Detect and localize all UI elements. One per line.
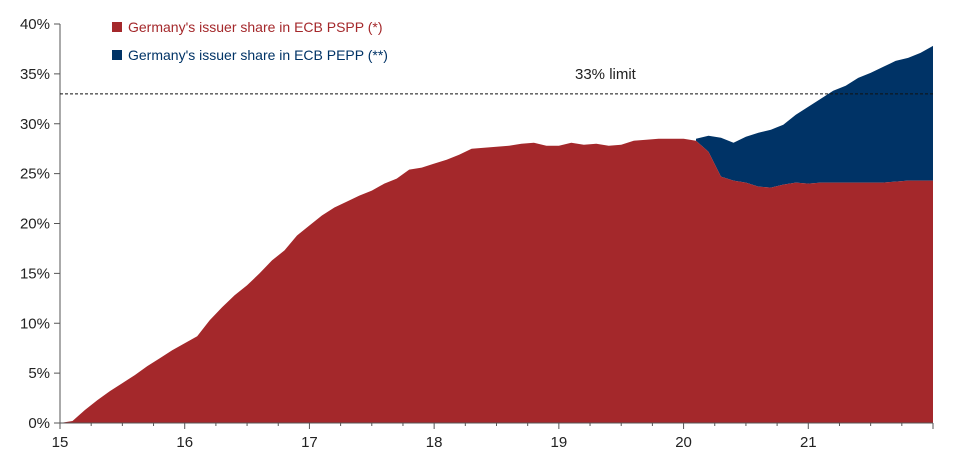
x-tick-label: 18 bbox=[426, 434, 443, 451]
y-tick-label: 25% bbox=[20, 166, 50, 183]
y-tick-label: 40% bbox=[20, 16, 50, 33]
y-tick-label: 20% bbox=[20, 216, 50, 233]
legend-label: Germany's issuer share in ECB PSPP (*) bbox=[128, 19, 383, 35]
series-pspp-area bbox=[60, 138, 933, 423]
x-tick-label: 17 bbox=[301, 434, 318, 451]
series-pepp-area bbox=[696, 45, 933, 188]
y-tick-label: 35% bbox=[20, 66, 50, 83]
legend-item-pspp: Germany's issuer share in ECB PSPP (*) bbox=[112, 19, 383, 35]
legend-label: Germany's issuer share in ECB PEPP (**) bbox=[128, 47, 388, 63]
area-layer bbox=[60, 45, 933, 423]
axes-layer: 0% 5% 10% 15% 20% 25% 30% 35% 40% 15 16 17 18 19 20 21 bbox=[20, 16, 934, 451]
x-tick-label: 16 bbox=[176, 434, 193, 451]
legend-swatch bbox=[112, 22, 122, 32]
x-tick-label: 20 bbox=[675, 434, 692, 451]
legend-swatch bbox=[112, 50, 122, 60]
y-tick-label: 5% bbox=[28, 365, 50, 382]
x-tick-label: 15 bbox=[52, 434, 69, 451]
y-tick-label: 0% bbox=[28, 415, 50, 432]
y-tick-label: 10% bbox=[20, 315, 50, 332]
limit-label: 33% limit bbox=[575, 66, 637, 83]
x-tick-label: 21 bbox=[800, 434, 817, 451]
y-tick-label: 30% bbox=[20, 116, 50, 133]
y-tick-label: 15% bbox=[20, 265, 50, 282]
annotation-layer: 33% limit bbox=[60, 66, 933, 95]
legend-item-pepp: Germany's issuer share in ECB PEPP (**) bbox=[112, 47, 388, 63]
x-tick-label: 19 bbox=[551, 434, 568, 451]
legend: Germany's issuer share in ECB PSPP (*) Ge… bbox=[112, 19, 388, 63]
